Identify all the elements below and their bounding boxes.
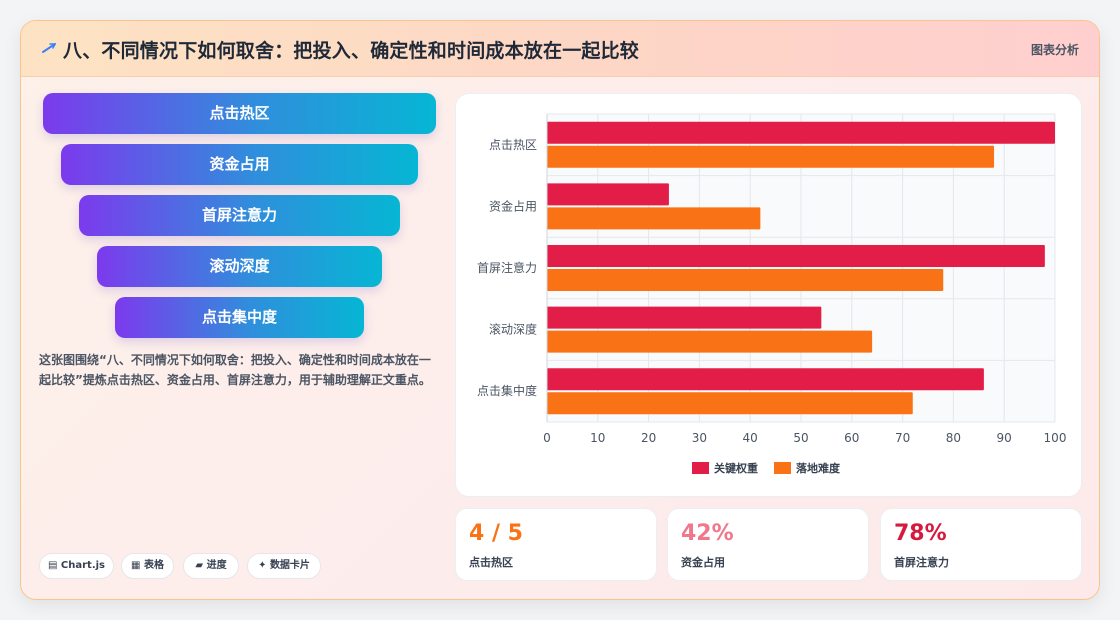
stat-card: 42% 资金占用 (667, 508, 869, 581)
stat-label: 资金占用 (681, 556, 725, 569)
stat-label: 点击热区 (469, 556, 513, 569)
sparkle-icon (42, 43, 57, 53)
stat-card: 4 / 5 点击热区 (455, 508, 657, 581)
bar (547, 392, 913, 415)
legend-swatch (774, 462, 791, 474)
y-tick-label: 点击热区 (489, 138, 537, 152)
stat-value: 42% (681, 521, 734, 546)
y-tick-label: 首屏注意力 (477, 260, 537, 275)
x-tick-label: 100 (1044, 431, 1067, 445)
stat-card: 78% 首屏注意力 (880, 508, 1082, 581)
legend-label: 落地难度 (796, 461, 841, 475)
bar (547, 269, 944, 291)
x-tick-label: 0 (543, 431, 551, 445)
card-icon: ✦ (258, 560, 267, 571)
y-tick-label: 资金占用 (489, 198, 537, 213)
bar (547, 245, 1045, 267)
table-icon: ▦ (131, 560, 141, 571)
funnel-step: 资金占用 (61, 144, 418, 185)
bar (547, 183, 669, 206)
chip-chartjs[interactable]: ▤ Chart.js (39, 553, 114, 579)
section-tag: 图表分析 (1030, 43, 1079, 57)
x-tick-label: 10 (590, 431, 605, 445)
x-tick-label: 30 (692, 431, 707, 445)
stat-value: 4 / 5 (469, 521, 523, 546)
funnel-step: 点击集中度 (115, 297, 364, 338)
chart-panel: 0 10 20 30 40 50 60 70 80 90 100 点击热区资金占用首屏注意力滚动深度点… (455, 93, 1082, 497)
funnel-step: 滚动深度 (97, 246, 382, 287)
bar (547, 330, 873, 353)
bar (547, 145, 995, 168)
main-card: 八、不同情况下如何取舍：把投入、确定性和时间成本放在一起比较 图表分析 点击热区… (20, 20, 1100, 600)
chip-table[interactable]: ▦ 表格 (121, 553, 174, 579)
description: 这张图围绕“八、不同情况下如何取舍：把投入、确定性和时间成本放在一起比较”提炼点… (39, 353, 431, 387)
legend-label: 关键权重 (714, 461, 758, 475)
page-title: 八、不同情况下如何取舍：把投入、确定性和时间成本放在一起比较 (63, 40, 640, 62)
header: 八、不同情况下如何取舍：把投入、确定性和时间成本放在一起比较 图表分析 (21, 21, 1099, 77)
bar (547, 207, 761, 230)
x-tick-label: 50 (793, 431, 808, 445)
x-tick-label: 20 (641, 431, 656, 445)
stat-label: 首屏注意力 (894, 556, 949, 569)
bar (547, 306, 822, 329)
bar (547, 368, 984, 391)
chart-icon: ▤ (47, 560, 58, 571)
y-tick-label: 点击集中度 (477, 383, 537, 398)
x-tick-label: 80 (946, 431, 961, 445)
legend-swatch (692, 462, 709, 474)
chip-progress[interactable]: ▰ 进度 (183, 553, 239, 579)
x-tick-label: 90 (997, 431, 1012, 445)
x-tick-label: 60 (844, 431, 859, 445)
progress-icon: ▰ (195, 560, 204, 571)
funnel-step: 点击热区 (43, 93, 436, 134)
bar (547, 121, 1055, 144)
x-tick-label: 70 (895, 431, 910, 445)
bar-chart: 0 10 20 30 40 50 60 70 80 90 100 点击热区资金占用首屏注意力滚动深度点… (477, 113, 1067, 475)
funnel-step: 首屏注意力 (79, 195, 400, 236)
chip-data-card[interactable]: ✦ 数据卡片 (247, 553, 321, 579)
y-tick-label: 滚动深度 (489, 322, 537, 337)
stat-value: 78% (894, 521, 947, 546)
x-tick-label: 40 (743, 431, 758, 445)
